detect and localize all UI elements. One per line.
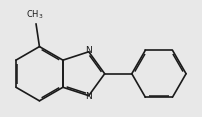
Text: N: N	[85, 46, 92, 55]
Text: N: N	[85, 92, 92, 101]
Text: CH$_3$: CH$_3$	[26, 8, 44, 21]
